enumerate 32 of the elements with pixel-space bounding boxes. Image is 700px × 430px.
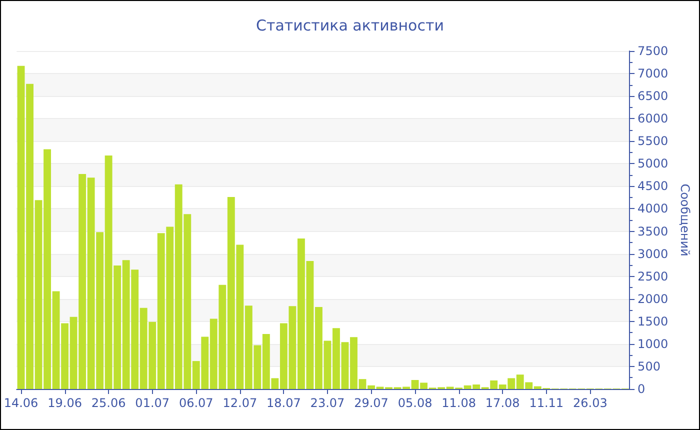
y-tick-label: 7500 (638, 44, 668, 58)
x-tick-label: 17.08 (485, 396, 520, 410)
x-tick-label: 29.07 (354, 396, 388, 410)
x-tick-label: 19.06 (48, 396, 82, 410)
y-tick-label: 3000 (638, 246, 668, 261)
x-tick-label: 05.08 (398, 396, 432, 410)
y-tick-label: 3500 (638, 224, 668, 238)
x-tick-label: 23.07 (310, 396, 345, 410)
y-tick-label: 5000 (638, 156, 668, 171)
x-tick-label: 26.03 (572, 396, 608, 410)
x-tick-label: 11.08 (442, 396, 476, 410)
x-tick-label: 25.06 (91, 396, 126, 410)
y-tick-label: 2500 (638, 269, 668, 284)
y-tick-label: 6000 (638, 112, 668, 126)
y-tick-label: 5500 (638, 134, 668, 148)
y-tick-label: 6500 (638, 89, 668, 104)
y-tick-label: 7000 (638, 66, 668, 81)
y-tick-label: 1000 (638, 336, 668, 351)
y-tick-label: 500 (638, 359, 660, 374)
x-tick-label: 12.07 (222, 396, 258, 410)
y-tick-label: 2000 (638, 292, 668, 306)
y-tick-label: 4000 (638, 202, 668, 216)
y-tick-label: 4500 (638, 179, 668, 194)
x-tick-label: 11.11 (529, 396, 564, 410)
x-tick-label: 14.06 (4, 396, 38, 410)
x-tick-label: 18.07 (266, 396, 301, 410)
x-tick-label: 06.07 (178, 396, 214, 410)
y-axis-title: Сообщений (678, 184, 692, 256)
y-tick-label: 1500 (638, 314, 668, 328)
y-tick-label: 0 (638, 382, 646, 396)
x-tick-label: 01.07 (135, 396, 170, 410)
chart-title: Статистика активности (256, 16, 444, 34)
